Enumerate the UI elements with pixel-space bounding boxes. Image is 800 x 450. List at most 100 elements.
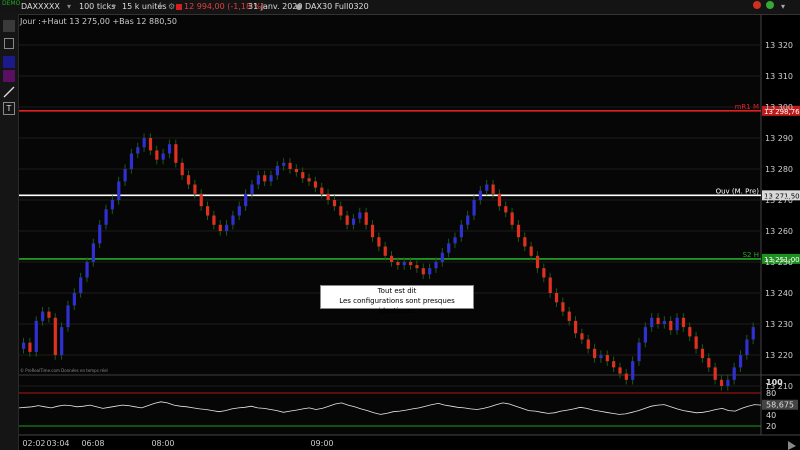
price-tick-label: 13 240 (765, 289, 793, 298)
candle-up (85, 262, 89, 278)
candle-up (79, 277, 83, 293)
candle-up (643, 327, 647, 343)
oscillator-tick-label: 40 (766, 411, 776, 420)
candle-down (516, 224, 521, 238)
minimize-window-icon[interactable] (766, 1, 774, 9)
line-tool-icon[interactable] (3, 86, 15, 98)
text-tool-icon[interactable]: T (3, 102, 15, 115)
candle-up (225, 224, 229, 231)
chevron-down-icon[interactable]: ▾ (67, 2, 72, 11)
candle-down (28, 342, 32, 352)
candle-up (402, 262, 406, 266)
level-value-badge (762, 190, 800, 201)
instrument-selector[interactable]: DAXXXXX (21, 2, 60, 11)
candle-up (738, 355, 743, 368)
candle-up (637, 342, 641, 362)
candle-up (110, 200, 115, 210)
candle-down (688, 327, 692, 337)
candle-up (282, 162, 286, 166)
candle-down (593, 348, 597, 359)
close-window-icon[interactable] (753, 1, 761, 9)
chevron-down-icon[interactable]: ▾ (781, 2, 786, 11)
candle-down (186, 175, 191, 185)
candle-down (390, 255, 394, 262)
ticks-selector[interactable]: 100 ticks (79, 2, 116, 11)
oscillator-tick-label: 20 (766, 422, 776, 431)
top-toolbar: DEMO DAXXXXX ▾ 100 ticks ▾ 15 k unités ▾… (0, 0, 800, 15)
candle-up (599, 355, 603, 359)
candle-up (662, 320, 667, 324)
candle-down (409, 262, 413, 266)
units-selector[interactable]: 15 k unités (122, 2, 167, 11)
candle-down (326, 193, 330, 200)
candle-up (675, 317, 679, 331)
chevron-down-icon[interactable]: ▾ (112, 2, 117, 11)
candle-down (554, 293, 559, 303)
candle-down (370, 224, 375, 238)
candle-down (180, 162, 184, 176)
candle-down (523, 237, 527, 247)
price-tick-label: 13 220 (765, 351, 793, 360)
trash-icon[interactable] (4, 38, 14, 49)
color-purple-icon[interactable] (3, 70, 15, 82)
candle-up (631, 361, 635, 380)
candle-down (364, 212, 368, 225)
candle-up (275, 165, 279, 176)
price-tick-label: 13 320 (765, 41, 793, 50)
candle-up (650, 317, 654, 328)
watermark: © ProRealTime.com Données en temps réel (20, 368, 108, 373)
price-panel (19, 14, 761, 374)
settings-icon[interactable]: ⚙ (168, 2, 176, 11)
candle-down (700, 348, 705, 359)
candle-up (22, 342, 26, 349)
cursor-tool-icon[interactable] (3, 20, 15, 32)
candle-down (719, 379, 724, 386)
candle-up (256, 175, 260, 185)
time-tick-label: 02:02 (22, 439, 45, 448)
candle-up (142, 138, 146, 148)
candle-up (72, 293, 76, 306)
price-tick-label: 13 290 (765, 134, 793, 143)
price-change: 12 994,00 (-1,18 %) (184, 2, 265, 11)
candle-down (193, 184, 197, 194)
candle-up (478, 190, 483, 200)
candle-down (148, 138, 153, 151)
level-label: Ouv (M. Pre) (716, 187, 760, 195)
candle-up (269, 175, 273, 182)
oscillator-tick-label: 58,675 (766, 401, 794, 410)
price-tick-label: 13 210 (765, 382, 793, 391)
level-label: S2 H (743, 251, 759, 259)
session-date: 31 janv. 2020 (248, 2, 303, 11)
candle-down (504, 206, 508, 213)
price-tick-label: 13 230 (765, 320, 793, 329)
candle-down (421, 268, 425, 275)
chevron-down-icon[interactable]: ▾ (159, 2, 164, 11)
candle-down (415, 265, 419, 269)
candle-down (332, 200, 337, 207)
candle-up (434, 262, 438, 269)
candle-up (244, 193, 248, 207)
contract-name: DAX30 Full0320 (305, 2, 369, 11)
candle-down (574, 320, 578, 334)
color-blue-icon[interactable] (3, 56, 15, 68)
candle-down (624, 373, 628, 380)
candle-down (218, 224, 222, 231)
candle-up (237, 206, 241, 216)
price-down-marker-icon (176, 4, 182, 10)
candle-up (91, 243, 95, 262)
annotation-line-1: Tout est dit (377, 287, 417, 295)
level-value-badge (762, 253, 800, 264)
candle-up (98, 224, 102, 244)
candle-up (136, 147, 140, 154)
candle-down (301, 172, 305, 179)
time-tick-label: 08:00 (151, 439, 174, 448)
annotation-box[interactable]: Tout est dit Les configurations sont pre… (320, 285, 474, 315)
time-tick-label: 09:00 (310, 439, 333, 448)
candle-up (250, 184, 254, 194)
candle-up (41, 311, 45, 321)
candle-down (377, 237, 381, 247)
candle-down (320, 187, 324, 194)
candle-down (529, 246, 533, 256)
candle-up (428, 268, 432, 275)
